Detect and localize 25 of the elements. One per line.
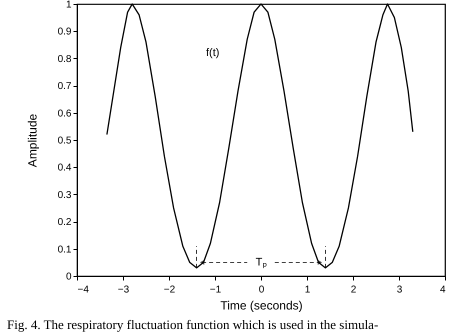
annotation: Tₚ	[256, 256, 266, 268]
x-tick-label: 3	[396, 284, 403, 296]
y-tick-label: 0.5	[58, 136, 72, 146]
text: f(t)	[206, 46, 220, 59]
y-tick-label: 0.9	[58, 26, 72, 38]
caption: Fig. 4. The respiratory fluctuation function which is used in the simula-	[7, 317, 378, 332]
y-tick-label: 0.7	[58, 81, 72, 92]
y-tick-label: 0.1	[58, 244, 72, 256]
y-tick-label: 1	[66, 0, 72, 10]
y-axis-title: Amplitude	[26, 114, 40, 168]
x-tick-label: 1	[304, 284, 311, 296]
x-tick-label: −3	[118, 284, 130, 296]
x-tick-label: 0	[258, 284, 265, 296]
y-tick-label: 0.8	[58, 54, 72, 65]
x-axis-title: Time (seconds)	[220, 298, 303, 312]
y-tick-label: 0.4	[58, 162, 72, 174]
x-tick-label: −1	[210, 284, 222, 296]
y-tick-label: 0.2	[58, 217, 72, 228]
y-tick-label: 0.3	[58, 190, 72, 201]
x-tick-label: −2	[164, 284, 176, 296]
y-tick-label: 0	[66, 272, 72, 282]
x-tick-label: 4	[440, 284, 446, 296]
x-tick-label: −4	[78, 284, 90, 296]
y-tick-label: 0.6	[58, 108, 72, 120]
x-tick-label: 2	[350, 284, 357, 296]
